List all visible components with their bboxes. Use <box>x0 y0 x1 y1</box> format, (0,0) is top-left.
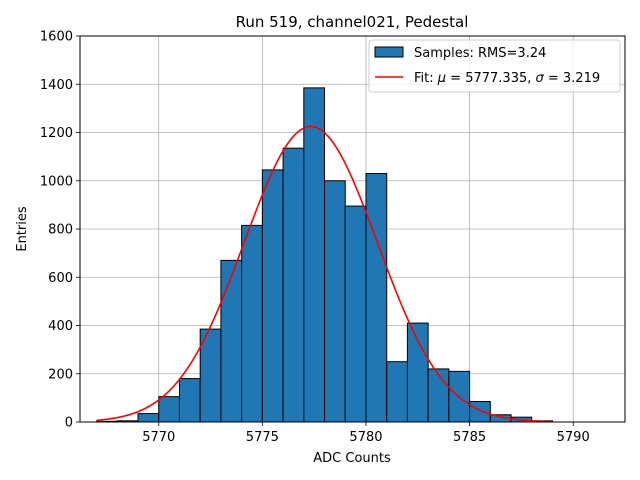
y-tick-label: 600 <box>48 271 73 286</box>
histogram-bar <box>158 396 180 423</box>
x-tick-label: 5775 <box>246 430 279 445</box>
legend-fit-sigma-value: = 3.219 <box>544 71 600 86</box>
y-axis-label: Entries <box>15 206 30 252</box>
histogram-bar <box>282 147 305 423</box>
y-tick-label: 200 <box>48 367 73 382</box>
histogram-bar <box>427 368 450 423</box>
legend-fit-mu-symbol: μ <box>437 71 446 86</box>
histogram-bar <box>386 361 408 423</box>
y-tick-label: 1600 <box>40 30 73 45</box>
histogram-bars <box>96 87 553 423</box>
legend: Samples: RMS=3.24 Fit: μ = 5777.335, σ =… <box>368 39 621 93</box>
y-tick-label: 1200 <box>40 126 73 141</box>
y-tick-label: 400 <box>48 319 73 334</box>
y-tick-label: 800 <box>48 223 73 238</box>
histogram-bar <box>324 180 346 423</box>
legend-histogram-swatch <box>374 46 404 58</box>
chart-title: Run 519, channel021, Pedestal <box>236 13 469 31</box>
x-tick-label: 5780 <box>349 430 382 445</box>
histogram-bar <box>406 322 429 423</box>
histogram-bar <box>137 413 160 423</box>
y-tick-label: 1000 <box>40 174 73 189</box>
x-axis-label: ADC Counts <box>313 451 391 466</box>
histogram-bar <box>241 224 263 423</box>
histogram-bar <box>199 328 222 423</box>
x-axis-ticks: 5770 5775 5780 5785 5790 <box>142 422 590 445</box>
histogram-bar <box>344 205 367 423</box>
x-tick-label: 5785 <box>453 430 486 445</box>
fit-curve <box>96 125 553 423</box>
histogram-bar <box>261 169 284 423</box>
histogram-bar <box>365 173 388 423</box>
y-tick-label: 0 <box>65 416 73 431</box>
histogram-bar <box>178 378 201 423</box>
x-tick-label: 5790 <box>557 430 590 445</box>
legend-histogram-label: Samples: RMS=3.24 <box>414 46 546 61</box>
legend-fit-sigma-symbol: σ <box>536 71 545 86</box>
histogram-bar <box>469 400 491 423</box>
legend-fit-label: Fit: μ = 5777.335, σ = 3.219 <box>414 71 600 86</box>
y-axis-ticks: 0 200 400 600 800 1000 1200 1400 1600 <box>40 30 80 431</box>
histogram-bar <box>303 87 326 423</box>
histogram-bar <box>220 259 243 423</box>
x-tick-label: 5770 <box>142 430 175 445</box>
legend-box <box>368 39 621 93</box>
legend-fit-prefix: Fit: <box>414 71 438 86</box>
legend-fit-mu-value: = 5777.335, <box>446 71 535 86</box>
y-tick-label: 1400 <box>40 78 73 93</box>
